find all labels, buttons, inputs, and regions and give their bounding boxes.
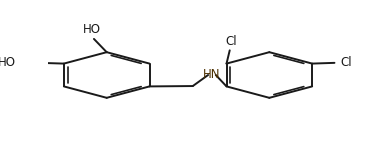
Text: HN: HN bbox=[203, 68, 221, 81]
Text: Cl: Cl bbox=[340, 56, 352, 69]
Text: Cl: Cl bbox=[226, 35, 237, 48]
Text: HO: HO bbox=[0, 56, 16, 69]
Text: HO: HO bbox=[83, 23, 101, 36]
